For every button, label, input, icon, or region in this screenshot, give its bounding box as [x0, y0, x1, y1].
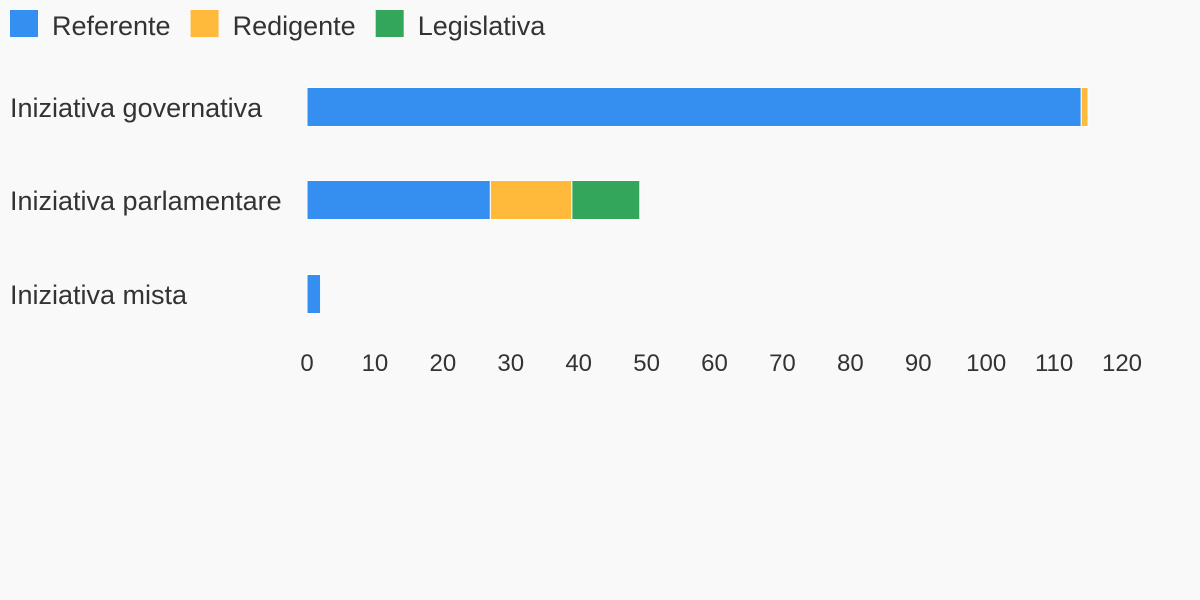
- x-tick-label-120: 120: [1102, 350, 1142, 377]
- x-tick-label-40: 40: [565, 350, 592, 377]
- x-tick-label-110: 110: [1035, 350, 1073, 377]
- x-tick-label-80: 80: [837, 350, 864, 377]
- category-label-iniziativa-governativa: Iniziativa governativa: [10, 93, 263, 123]
- bar-iniziativa-parlamentare-legislativa: [571, 180, 641, 220]
- x-tick-label-20: 20: [429, 350, 456, 377]
- x-tick-label-0: 0: [300, 350, 313, 377]
- x-tick-label-30: 30: [497, 350, 524, 377]
- legend: Referente Redigente Legislativa: [10, 10, 546, 41]
- x-axis: 0 10 20 30 40 50 60 70 80 90 100 110 120: [300, 350, 1142, 377]
- bar-iniziativa-governativa-redigente: [1080, 87, 1089, 127]
- bar-iniziativa-parlamentare-referente: [306, 180, 491, 220]
- x-tick-label-100: 100: [966, 350, 1006, 377]
- category-label-iniziativa-parlamentare: Iniziativa parlamentare: [10, 186, 282, 216]
- bar-iniziativa-governativa-referente: [306, 87, 1082, 127]
- bar-iniziativa-parlamentare-redigente: [489, 180, 573, 220]
- legend-label-legislativa: Legislativa: [418, 11, 547, 41]
- x-tick-label-10: 10: [362, 350, 389, 377]
- category-label-iniziativa-mista: Iniziativa mista: [10, 280, 188, 310]
- legend-label-referente: Referente: [52, 11, 171, 41]
- x-tick-label-50: 50: [633, 350, 660, 377]
- x-tick-label-90: 90: [905, 350, 932, 377]
- legend-swatch-legislativa: [375, 10, 404, 37]
- x-tick-label-70: 70: [769, 350, 796, 377]
- legend-label-redigente: Redigente: [233, 11, 356, 41]
- legend-swatch-redigente: [190, 10, 219, 37]
- x-tick-label-60: 60: [701, 350, 728, 377]
- legend-swatch-referente: [10, 10, 38, 37]
- bars: [306, 87, 1089, 314]
- bar-iniziativa-mista-referente: [306, 274, 322, 314]
- category-labels: Iniziativa governativa Iniziativa parlame…: [10, 93, 282, 310]
